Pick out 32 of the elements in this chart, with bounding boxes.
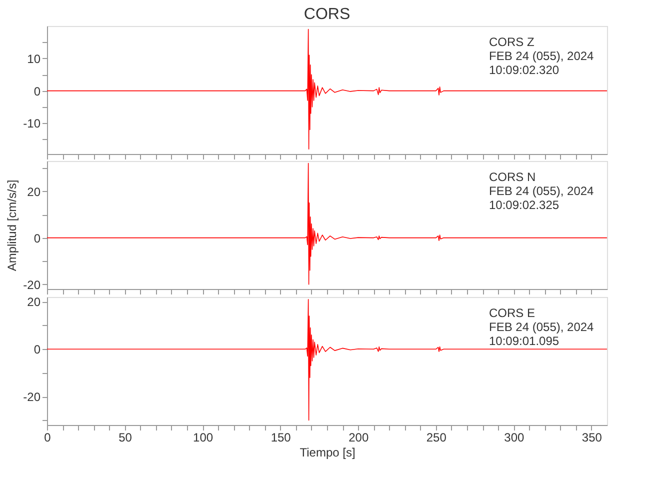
annotation: 10:09:02.320 <box>489 63 560 77</box>
annotation: 10:09:01.095 <box>489 334 560 348</box>
annotation: FEB 24 (055), 2024 <box>489 49 594 63</box>
annotation: FEB 24 (055), 2024 <box>489 184 594 198</box>
x-tick-label: 0 <box>44 430 52 444</box>
annotation: FEB 24 (055), 2024 <box>489 320 594 334</box>
x-tick-label: 350 <box>582 430 602 444</box>
annotation: CORS N <box>489 170 536 184</box>
line-series <box>47 162 607 285</box>
y-tick-label: 0 <box>34 342 41 357</box>
y-tick-label: -20 <box>23 278 41 292</box>
line-series <box>47 298 607 421</box>
y-tick-label: 20 <box>27 295 41 310</box>
line-series <box>47 28 607 150</box>
y-tick-label: 20 <box>27 184 41 199</box>
x-tick-label: 200 <box>348 430 369 444</box>
annotation: 10:09:02.325 <box>489 198 560 212</box>
chart-title: CORS <box>304 6 350 23</box>
annotation: CORS E <box>489 306 536 320</box>
x-tick-label: 50 <box>118 430 132 444</box>
y-axis-title: Amplitud [cm/s/s] <box>5 180 20 272</box>
x-tick-label: 250 <box>426 430 447 444</box>
y-tick-label: 0 <box>34 84 41 98</box>
y-tick-label: -20 <box>23 390 41 404</box>
x-axis-title: Tiempo [s] <box>300 446 356 460</box>
y-tick-label: -10 <box>23 116 41 131</box>
y-tick-label: 0 <box>34 231 41 246</box>
x-tick-label: 300 <box>504 430 524 444</box>
y-tick-label: 10 <box>27 52 41 66</box>
annotation: CORS Z <box>489 35 534 49</box>
x-tick-label: 150 <box>270 430 292 444</box>
x-tick-label: 100 <box>193 430 214 444</box>
